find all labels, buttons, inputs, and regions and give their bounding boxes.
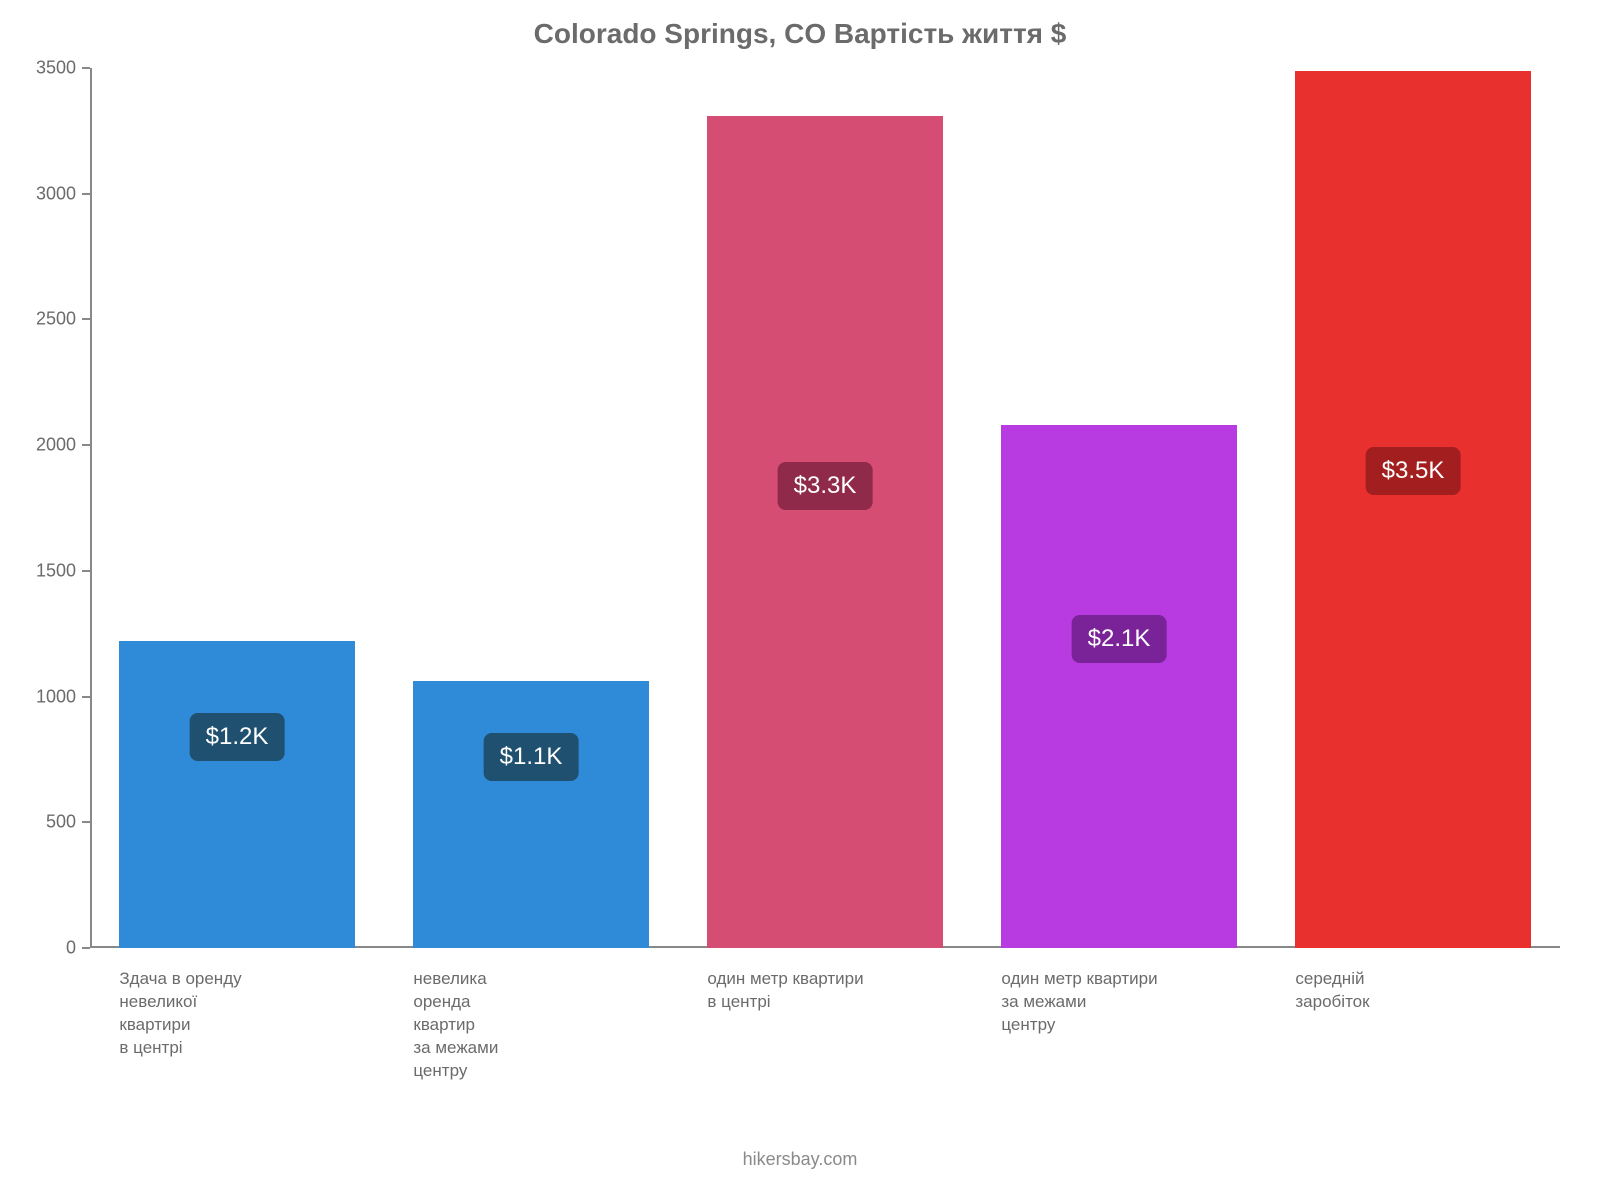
chart-title: Colorado Springs, CO Вартість життя $ — [0, 18, 1600, 50]
y-tick-mark — [82, 193, 90, 195]
y-tick-mark — [82, 696, 90, 698]
y-tick-label: 1000 — [0, 686, 76, 707]
value-badge: $2.1K — [1072, 615, 1167, 663]
y-tick-label: 3500 — [0, 58, 76, 79]
x-category-label: невелика оренда квартир за межами центру — [413, 968, 648, 1083]
bar — [1295, 71, 1530, 948]
y-tick-mark — [82, 318, 90, 320]
value-badge: $3.5K — [1366, 447, 1461, 495]
y-tick-mark — [82, 947, 90, 949]
y-tick-label: 0 — [0, 938, 76, 959]
bar — [707, 116, 942, 948]
attribution-text: hikersbay.com — [0, 1149, 1600, 1170]
y-tick-label: 2500 — [0, 309, 76, 330]
y-tick-label: 1500 — [0, 560, 76, 581]
x-category-label: один метр квартири за межами центру — [1001, 968, 1236, 1037]
y-tick-label: 2000 — [0, 435, 76, 456]
bar — [1001, 425, 1236, 948]
value-badge: $1.2K — [190, 713, 285, 761]
y-tick-label: 3000 — [0, 183, 76, 204]
x-category-label: середній заробіток — [1295, 968, 1530, 1014]
y-tick-mark — [82, 570, 90, 572]
bar — [413, 681, 648, 948]
bar — [119, 641, 354, 948]
cost-of-living-chart: Colorado Springs, CO Вартість життя $ hi… — [0, 0, 1600, 1200]
y-tick-mark — [82, 821, 90, 823]
y-tick-mark — [82, 67, 90, 69]
x-category-label: Здача в оренду невеликої квартири в цент… — [119, 968, 354, 1060]
value-badge: $1.1K — [484, 733, 579, 781]
x-category-label: один метр квартири в центрі — [707, 968, 942, 1014]
y-tick-mark — [82, 444, 90, 446]
value-badge: $3.3K — [778, 462, 873, 510]
y-tick-label: 500 — [0, 812, 76, 833]
